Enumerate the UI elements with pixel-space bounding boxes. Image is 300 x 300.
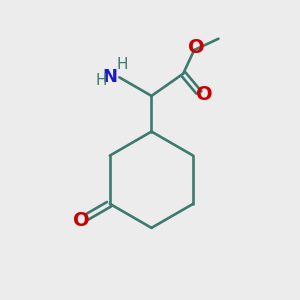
Text: N: N <box>102 68 117 86</box>
Text: O: O <box>188 38 204 57</box>
Text: H: H <box>116 57 128 72</box>
Text: O: O <box>73 211 89 230</box>
Text: H: H <box>96 73 107 88</box>
Text: O: O <box>196 85 213 104</box>
